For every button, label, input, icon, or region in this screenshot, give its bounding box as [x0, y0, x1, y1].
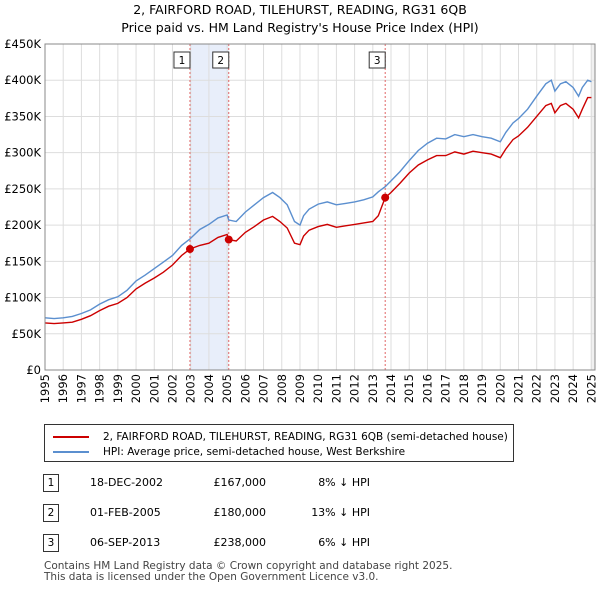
legend-item-hpi: HPI: Average price, semi-detached house,…: [53, 445, 405, 459]
sale-number-badge: 2: [43, 504, 59, 522]
y-tick-label: £400K: [4, 73, 41, 87]
x-tick-label: 2002: [165, 374, 179, 403]
x-tick-label: 1995: [38, 374, 52, 403]
footer: Contains HM Land Registry data © Crown c…: [44, 561, 452, 583]
x-tick-label: 1998: [93, 374, 107, 403]
x-tick-label: 2004: [202, 374, 216, 403]
x-tick-label: 2005: [220, 374, 234, 403]
sale-number-label: 3: [374, 55, 381, 67]
table-row: 1 18-DEC-2002 £167,000 8% ↓ HPI: [0, 474, 600, 494]
plot-area: [45, 44, 595, 370]
sale-number-box: [368, 51, 386, 69]
plot-frame: [44, 43, 596, 371]
x-tick-label: 2003: [184, 374, 198, 403]
sale-point: [381, 193, 390, 202]
sale-number-label: 2: [217, 55, 224, 67]
sale-price: £238,000: [213, 536, 267, 549]
x-tick-label: 2009: [293, 374, 307, 403]
x-tick-label: 2023: [548, 374, 562, 403]
x-tick-label: 2020: [493, 374, 507, 403]
sale-hpi-diff: 6% ↓ HPI: [318, 536, 370, 549]
x-tick-label: 2012: [348, 374, 362, 403]
x-tick-label: 2000: [129, 374, 143, 403]
x-tick-label: 2006: [238, 374, 252, 403]
sale-price: £180,000: [213, 506, 267, 519]
x-tick-label: 1999: [111, 374, 125, 403]
sale-price: £167,000: [213, 476, 267, 489]
y-tick-label: £200K: [4, 218, 41, 232]
x-tick-label: 2018: [457, 374, 471, 403]
x-tick-label: 1996: [56, 374, 70, 403]
x-tick-label: 2014: [384, 374, 398, 403]
sale-number-label: 1: [179, 55, 186, 67]
legend-swatch-hpi: [53, 451, 89, 453]
sale-date: 06-SEP-2013: [90, 536, 161, 549]
sale-number-box: [212, 51, 230, 69]
sale-hpi-diff: 8% ↓ HPI: [318, 476, 370, 489]
sale-point: [185, 245, 194, 254]
y-tick-label: £300K: [4, 146, 41, 160]
x-tick-label: 2021: [512, 374, 526, 403]
x-tick-label: 2025: [584, 374, 598, 403]
x-tick-label: 2017: [439, 374, 453, 403]
x-tick-label: 2022: [530, 374, 544, 403]
chart-title: 2, FAIRFORD ROAD, TILEHURST, READING, RG…: [133, 2, 467, 17]
sale-point: [224, 235, 233, 244]
y-tick-label: £350K: [4, 109, 41, 123]
x-tick-label: 2001: [147, 374, 161, 403]
x-tick-label: 2016: [420, 374, 434, 403]
x-tick-label: 2019: [475, 374, 489, 403]
x-tick-label: 2013: [366, 374, 380, 403]
price-chart: £0 £50K £100K £150K £200K £250K £300K £350K £400…: [4, 37, 598, 403]
legend-item-property: 2, FAIRFORD ROAD, TILEHURST, READING, RG…: [53, 430, 508, 444]
legend-label-hpi: HPI: Average price, semi-detached house,…: [103, 446, 406, 458]
y-tick-label: £250K: [4, 182, 41, 196]
property-series-line: [44, 96, 592, 325]
y-tick-label: £100K: [4, 291, 41, 305]
chart-subtitle: Price paid vs. HM Land Registry's House …: [121, 20, 479, 35]
footer-copyright: Contains HM Land Registry data © Crown c…: [44, 560, 453, 572]
x-tick-label: 2010: [311, 374, 325, 403]
y-tick-label: £150K: [4, 254, 41, 268]
hpi-series-line: [44, 79, 592, 320]
table-row: 2 01-FEB-2005 £180,000 13% ↓ HPI: [0, 504, 600, 524]
legend-label-property: 2, FAIRFORD ROAD, TILEHURST, READING, RG…: [103, 431, 508, 443]
y-tick-label: £450K: [4, 37, 41, 51]
footer-licence: This data is licensed under the Open Gov…: [44, 571, 379, 583]
sale-date: 01-FEB-2005: [90, 506, 161, 519]
table-row: 3 06-SEP-2013 £238,000 6% ↓ HPI: [0, 534, 600, 554]
sale-number-box: [173, 51, 191, 69]
sale-number-badge: 3: [43, 534, 59, 552]
legend-swatch-property: [53, 436, 89, 438]
x-tick-label: 1997: [74, 374, 88, 403]
sale-number-badge: 1: [43, 474, 59, 492]
legend: 2, FAIRFORD ROAD, TILEHURST, READING, RG…: [44, 424, 514, 462]
x-tick-label: 2011: [329, 374, 343, 403]
y-tick-label: £0: [26, 363, 41, 377]
sale-date: 18-DEC-2002: [90, 476, 164, 489]
x-tick-label: 2015: [402, 374, 416, 403]
x-tick-label: 2008: [275, 374, 289, 403]
sale-hpi-diff: 13% ↓ HPI: [311, 506, 370, 519]
forecast-hatch: [590, 44, 595, 370]
x-tick-label: 2024: [566, 374, 580, 403]
x-tick-label: 2007: [257, 374, 271, 403]
y-tick-label: £50K: [12, 327, 42, 341]
